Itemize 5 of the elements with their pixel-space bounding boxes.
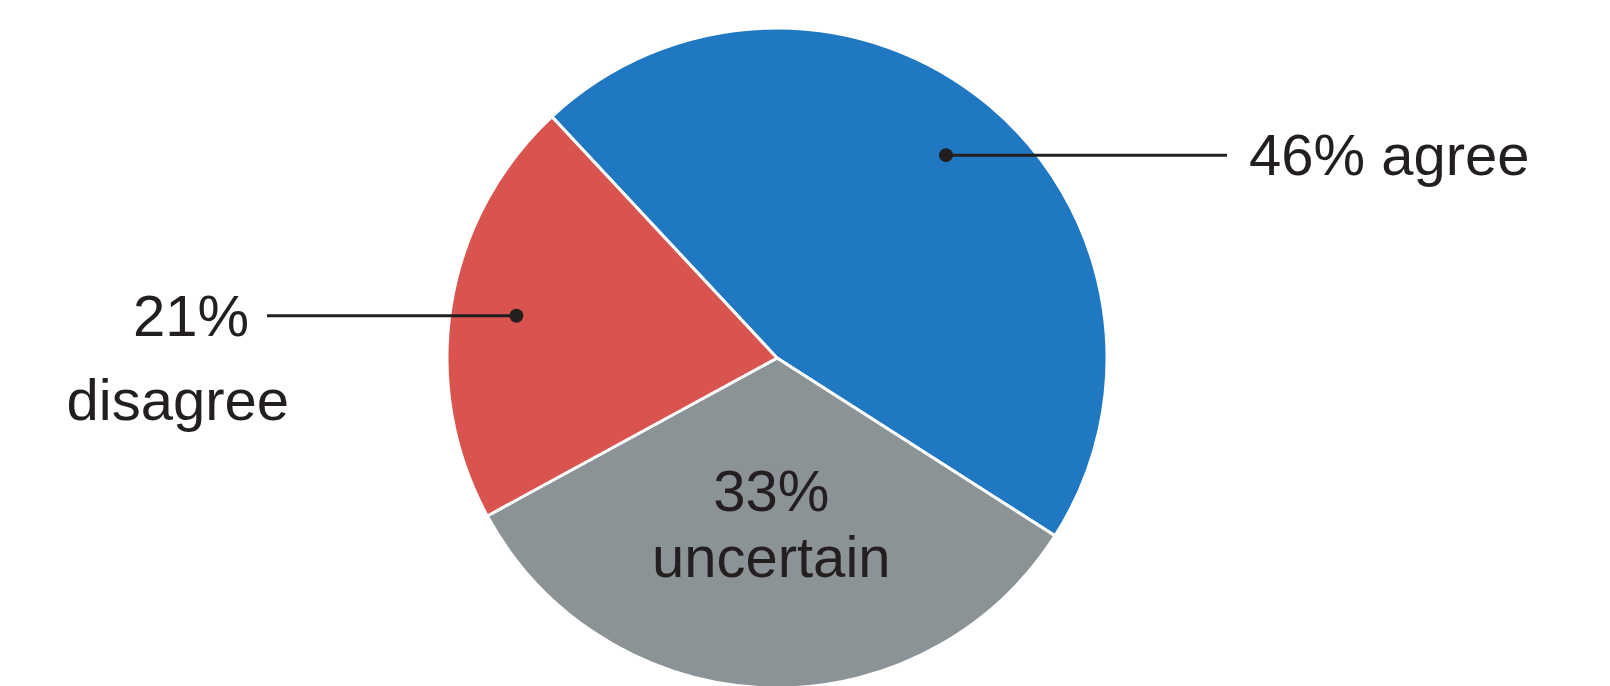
slice-label: uncertain [651, 523, 891, 589]
data-label: 33% [713, 457, 830, 523]
slice-label: disagree [66, 366, 289, 432]
slice-label: 46% agree [1249, 122, 1530, 188]
data-label: 21% [132, 282, 249, 348]
